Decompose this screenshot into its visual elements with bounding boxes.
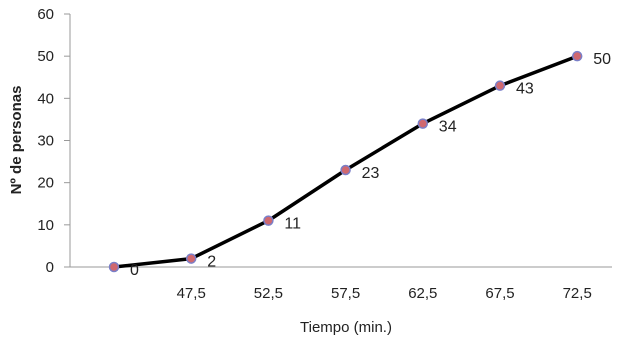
y-tick-label: 10 [37, 217, 54, 234]
axes [69, 14, 612, 268]
y-ticks: 0 10 20 30 40 50 60 [37, 6, 70, 276]
x-tick-label: 57,5 [331, 285, 360, 302]
data-label: 34 [439, 119, 457, 136]
x-tick-label: 52,5 [254, 285, 283, 302]
data-point [494, 80, 506, 91]
data-labels: 0 2 11 23 34 43 50 [130, 51, 611, 279]
y-tick-label: 0 [46, 259, 54, 276]
x-tick-label: 62,5 [408, 285, 437, 302]
y-tick-label: 40 [37, 90, 54, 107]
x-ticks: 47,5 52,5 57,5 62,5 67,5 72,5 [177, 285, 592, 302]
y-tick-label: 30 [37, 133, 54, 150]
markers [108, 50, 583, 273]
data-label: 50 [593, 51, 611, 68]
data-label: 2 [207, 254, 216, 271]
data-point [571, 50, 583, 62]
x-tick-label: 67,5 [485, 285, 514, 302]
data-point [185, 253, 197, 264]
data-point [417, 118, 429, 129]
x-tick-label: 47,5 [177, 285, 206, 302]
y-axis-title: Nº de personas [8, 86, 25, 195]
y-tick-label: 20 [37, 175, 54, 192]
y-tick-label: 50 [37, 48, 54, 65]
data-label: 11 [284, 216, 301, 233]
data-label: 43 [516, 81, 534, 98]
series-line [112, 54, 579, 269]
data-point [263, 215, 274, 226]
x-axis-title: Tiempo (min.) [300, 319, 392, 336]
x-tick-label: 72,5 [563, 285, 592, 302]
data-label: 0 [130, 262, 139, 279]
y-tick-label: 60 [37, 6, 54, 23]
data-point [340, 164, 351, 176]
data-point [108, 261, 120, 273]
data-label: 23 [362, 165, 380, 182]
